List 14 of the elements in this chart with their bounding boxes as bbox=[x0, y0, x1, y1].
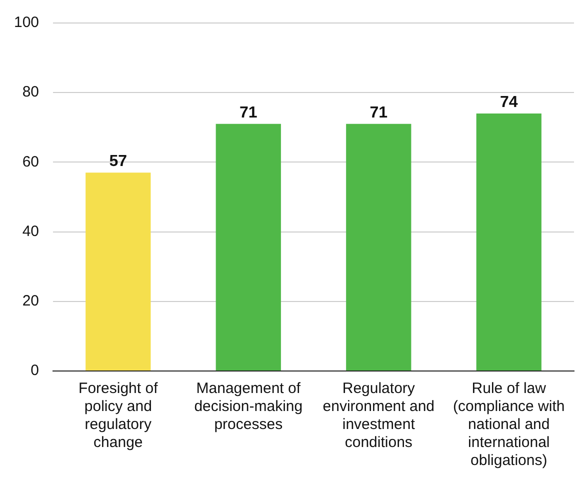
x-tick-label: Management of decision-making processes bbox=[194, 380, 303, 434]
data-label: 57 bbox=[109, 153, 128, 170]
x-tick-label: Foresight of policy and regulatory change bbox=[78, 380, 159, 452]
y-tick-label: 80 bbox=[22, 84, 40, 101]
y-tick-label: 40 bbox=[22, 222, 40, 240]
y-tick-label: 20 bbox=[22, 292, 40, 310]
data-label: 71 bbox=[239, 104, 258, 122]
data-label: 71 bbox=[370, 104, 388, 122]
y-tick-label: 0 bbox=[30, 362, 40, 380]
x-tick-label: Rule of law (compliance with national and international obligations) bbox=[453, 380, 565, 470]
x-tick-label: Regulatory environment and investment conditions bbox=[322, 380, 435, 452]
data-label: 74 bbox=[500, 94, 518, 111]
y-tick-label: 60 bbox=[22, 153, 40, 170]
y-tick-label: 100 bbox=[14, 14, 40, 32]
